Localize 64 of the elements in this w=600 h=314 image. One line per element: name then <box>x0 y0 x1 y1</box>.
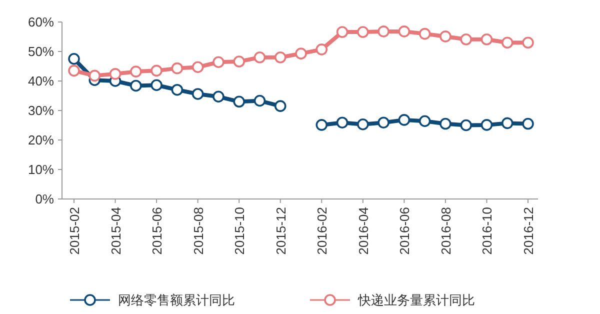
point <box>357 118 369 130</box>
point <box>378 116 390 128</box>
point <box>109 68 122 80</box>
x-tick-label: 2016-04 <box>356 207 371 255</box>
y-tick-label: 30% <box>28 103 54 118</box>
y-tick-label: 50% <box>28 44 54 60</box>
y-tick-label: 0% <box>35 192 54 207</box>
point <box>418 28 431 40</box>
point <box>130 66 142 78</box>
point <box>378 26 390 38</box>
point <box>440 30 452 42</box>
point <box>480 119 493 131</box>
x-tick-label: 2016-06 <box>397 207 412 255</box>
point <box>440 118 452 130</box>
x-tick-label: 2015-08 <box>190 207 206 255</box>
point <box>274 52 286 64</box>
legend-label: 网络零售额累计同比 <box>118 292 235 308</box>
point <box>398 26 410 38</box>
point <box>418 115 431 128</box>
point <box>460 34 472 46</box>
point <box>192 88 204 100</box>
point <box>522 36 534 49</box>
x-tick-label: 2015-10 <box>232 207 248 255</box>
point <box>357 26 369 38</box>
x-tick-label: 2015-02 <box>67 207 82 255</box>
x-tick-label: 2016-08 <box>438 207 454 255</box>
point <box>501 36 514 49</box>
point <box>212 90 224 103</box>
point <box>171 62 184 74</box>
legend-label: 快递业务量累计同比 <box>357 292 475 308</box>
x-tick-label: 2015-06 <box>150 207 165 255</box>
x-tick-label: 2016-12 <box>521 207 536 255</box>
point <box>212 56 224 68</box>
point <box>171 84 184 96</box>
point <box>274 100 286 112</box>
point <box>398 114 410 126</box>
point <box>254 94 266 107</box>
point <box>68 52 80 65</box>
point <box>460 119 472 132</box>
x-tick-label: 2016-10 <box>480 207 495 255</box>
y-tick-label: 60% <box>28 14 54 30</box>
point <box>233 56 245 68</box>
x-tick-label: 2015-04 <box>108 207 124 255</box>
point <box>150 64 162 77</box>
point <box>68 64 80 77</box>
point <box>88 70 101 82</box>
point <box>150 79 162 92</box>
point <box>254 52 266 64</box>
point <box>336 26 348 38</box>
point <box>233 96 245 108</box>
point <box>130 80 142 92</box>
y-tick-label: 10% <box>28 162 54 178</box>
y-tick-label: 20% <box>28 132 54 148</box>
point <box>316 44 328 56</box>
point <box>480 34 493 46</box>
y-tick-label: 40% <box>28 74 54 89</box>
point <box>192 61 204 74</box>
x-tick-label: 2016-02 <box>314 207 330 255</box>
point <box>316 119 328 131</box>
point <box>501 117 514 130</box>
point <box>336 116 348 128</box>
point <box>522 118 534 130</box>
x-tick-label: 2015-12 <box>273 207 288 255</box>
point <box>295 48 307 60</box>
